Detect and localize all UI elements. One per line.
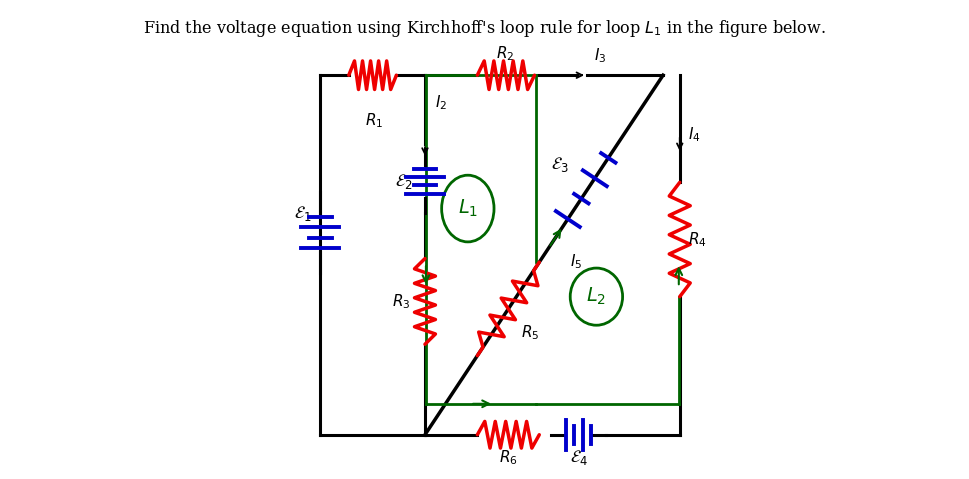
Text: $R_4$: $R_4$: [688, 230, 707, 249]
Text: $I_5$: $I_5$: [570, 252, 582, 271]
Text: $I_2$: $I_2$: [435, 93, 448, 112]
Text: $R_3$: $R_3$: [392, 292, 411, 311]
Text: $R_2$: $R_2$: [496, 45, 515, 63]
Text: $\mathcal{E}_2$: $\mathcal{E}_2$: [395, 171, 413, 191]
Text: $\mathcal{E}_4$: $\mathcal{E}_4$: [570, 448, 587, 467]
Text: $R_1$: $R_1$: [365, 111, 383, 130]
Text: $R_5$: $R_5$: [520, 323, 539, 342]
Text: $I_3$: $I_3$: [594, 46, 606, 65]
Text: $L_1$: $L_1$: [457, 198, 478, 219]
Text: $\mathcal{E}_1$: $\mathcal{E}_1$: [294, 204, 312, 223]
Text: $R_6$: $R_6$: [499, 448, 517, 467]
Text: $L_2$: $L_2$: [586, 286, 607, 308]
Text: $\mathcal{E}_3$: $\mathcal{E}_3$: [551, 155, 569, 174]
Text: $I_4$: $I_4$: [688, 125, 701, 144]
Text: Find the voltage equation using Kirchhoff's loop rule for loop $L_1$ in the figu: Find the voltage equation using Kirchhof…: [143, 18, 826, 39]
